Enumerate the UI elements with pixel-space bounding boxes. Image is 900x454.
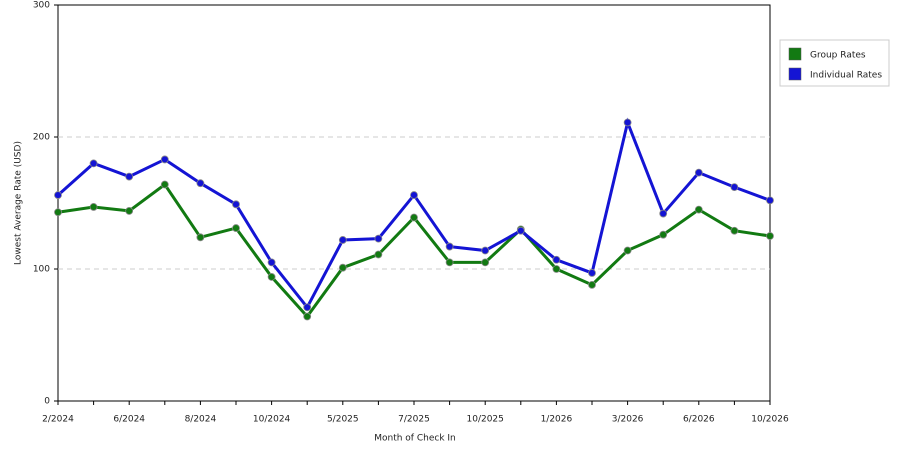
x-tick-label: 6/2026 — [683, 415, 715, 425]
data-point — [730, 183, 739, 192]
legend-swatch — [788, 47, 802, 61]
data-point — [303, 303, 312, 312]
data-point — [160, 180, 169, 189]
data-point — [410, 191, 418, 199]
x-tick-label: 6/2024 — [113, 415, 145, 425]
data-point — [623, 118, 632, 127]
x-axis-label: Month of Check In — [374, 434, 456, 444]
x-tick-label: 10/2026 — [751, 415, 789, 425]
data-point — [89, 159, 98, 168]
data-point — [445, 242, 454, 251]
x-tick-label: 8/2024 — [185, 415, 217, 425]
x-tick-label: 5/2025 — [327, 415, 359, 425]
x-tick-label: 1/2026 — [541, 415, 573, 425]
data-point — [125, 207, 134, 215]
data-point — [303, 312, 312, 321]
data-point — [196, 233, 205, 242]
y-axis-label: Lowest Average Rate (USD) — [14, 141, 24, 265]
y-tick-label: 200 — [33, 133, 50, 143]
data-point — [623, 246, 632, 255]
data-point — [338, 236, 347, 244]
data-point — [552, 255, 561, 264]
data-point — [659, 209, 668, 218]
data-point — [588, 269, 596, 277]
data-point — [267, 273, 276, 281]
y-tick-label: 300 — [33, 1, 50, 11]
data-point — [730, 226, 739, 235]
data-point — [232, 224, 240, 232]
data-point — [374, 234, 383, 243]
data-point — [766, 232, 774, 240]
y-tick-label: 0 — [44, 397, 50, 407]
data-point — [694, 205, 703, 214]
legend-swatch — [788, 67, 802, 81]
x-tick-label: 3/2026 — [612, 415, 644, 425]
data-point — [588, 280, 596, 289]
data-point — [766, 196, 774, 205]
data-point — [54, 191, 62, 199]
legend-label: Group Rates — [810, 51, 866, 61]
x-tick-label: 10/2024 — [253, 415, 291, 425]
data-point — [516, 226, 525, 235]
plot-area — [57, 4, 771, 402]
data-point — [54, 208, 62, 217]
data-point — [552, 265, 561, 273]
x-tick-label: 2/2024 — [42, 415, 74, 425]
data-point — [338, 263, 347, 272]
data-point — [125, 172, 134, 181]
data-point — [694, 168, 703, 177]
data-point — [196, 179, 205, 188]
series-line — [57, 182, 771, 319]
data-point — [232, 200, 240, 209]
x-tick-label: 10/2025 — [467, 415, 504, 425]
data-point — [445, 258, 454, 267]
data-point — [374, 250, 383, 259]
x-tick-label: 7/2025 — [398, 415, 430, 425]
data-point — [481, 246, 490, 255]
data-point — [659, 230, 668, 239]
data-point — [160, 155, 169, 164]
data-point — [267, 258, 276, 267]
data-point — [481, 258, 490, 267]
legend-label: Individual Rates — [810, 71, 882, 81]
data-point — [410, 213, 418, 222]
y-tick-label: 100 — [33, 265, 50, 275]
data-point — [89, 203, 98, 211]
